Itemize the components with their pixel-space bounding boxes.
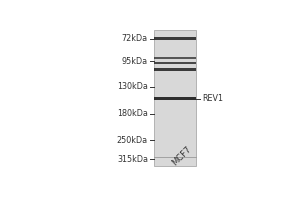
Text: 180kDa: 180kDa xyxy=(117,109,148,118)
Bar xyxy=(154,68,196,71)
Text: 250kDa: 250kDa xyxy=(117,136,148,145)
Bar xyxy=(154,30,196,166)
Text: MCF7: MCF7 xyxy=(171,144,194,167)
Bar xyxy=(154,62,196,64)
Text: 72kDa: 72kDa xyxy=(122,34,148,43)
Bar xyxy=(154,57,196,59)
Text: REV1: REV1 xyxy=(202,94,224,103)
Text: 130kDa: 130kDa xyxy=(117,82,148,91)
Text: 95kDa: 95kDa xyxy=(122,57,148,66)
Bar xyxy=(154,97,196,100)
Text: 315kDa: 315kDa xyxy=(117,155,148,164)
Bar xyxy=(154,37,196,40)
